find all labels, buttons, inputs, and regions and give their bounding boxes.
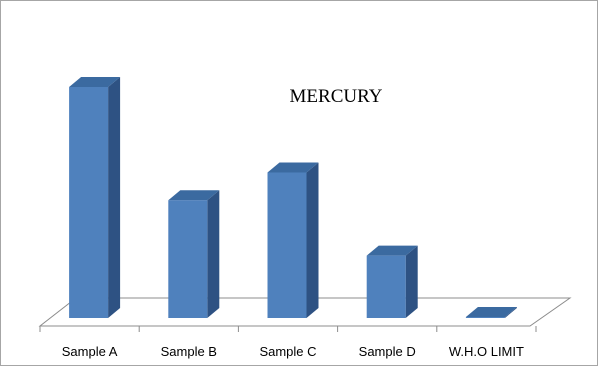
x-tick-label: Sample B xyxy=(161,344,217,359)
bar-series xyxy=(69,77,517,318)
bar-top-face xyxy=(168,190,220,201)
bar-top-face xyxy=(69,77,121,87)
bar-side-face xyxy=(405,245,418,318)
bar-side-face xyxy=(306,162,319,318)
bar-top-face xyxy=(465,307,517,317)
bar-front-face xyxy=(168,200,208,318)
bar-side-face xyxy=(207,190,220,318)
bar-top-face xyxy=(267,162,319,173)
bar-side-face xyxy=(504,307,517,318)
x-tick-label: W.H.O LIMIT xyxy=(449,344,524,359)
bar xyxy=(465,307,517,318)
bar xyxy=(267,162,319,318)
chart-title: MERCURY xyxy=(290,86,383,107)
category-labels: Sample A Sample B Sample C Sample D W.H.O LI… xyxy=(62,344,524,359)
x-tick-label: Sample A xyxy=(62,344,118,359)
x-tick-label: Sample C xyxy=(259,344,316,359)
bar-side-face xyxy=(108,77,121,318)
bar xyxy=(168,190,220,318)
bar-top-face xyxy=(366,245,418,256)
bar-front-face xyxy=(69,87,109,318)
x-tick-label: Sample D xyxy=(359,344,416,359)
bar-front-face xyxy=(465,317,505,318)
bar-front-face xyxy=(267,172,307,318)
bar xyxy=(366,245,418,318)
bar-front-face xyxy=(366,255,406,318)
bar xyxy=(69,77,121,318)
